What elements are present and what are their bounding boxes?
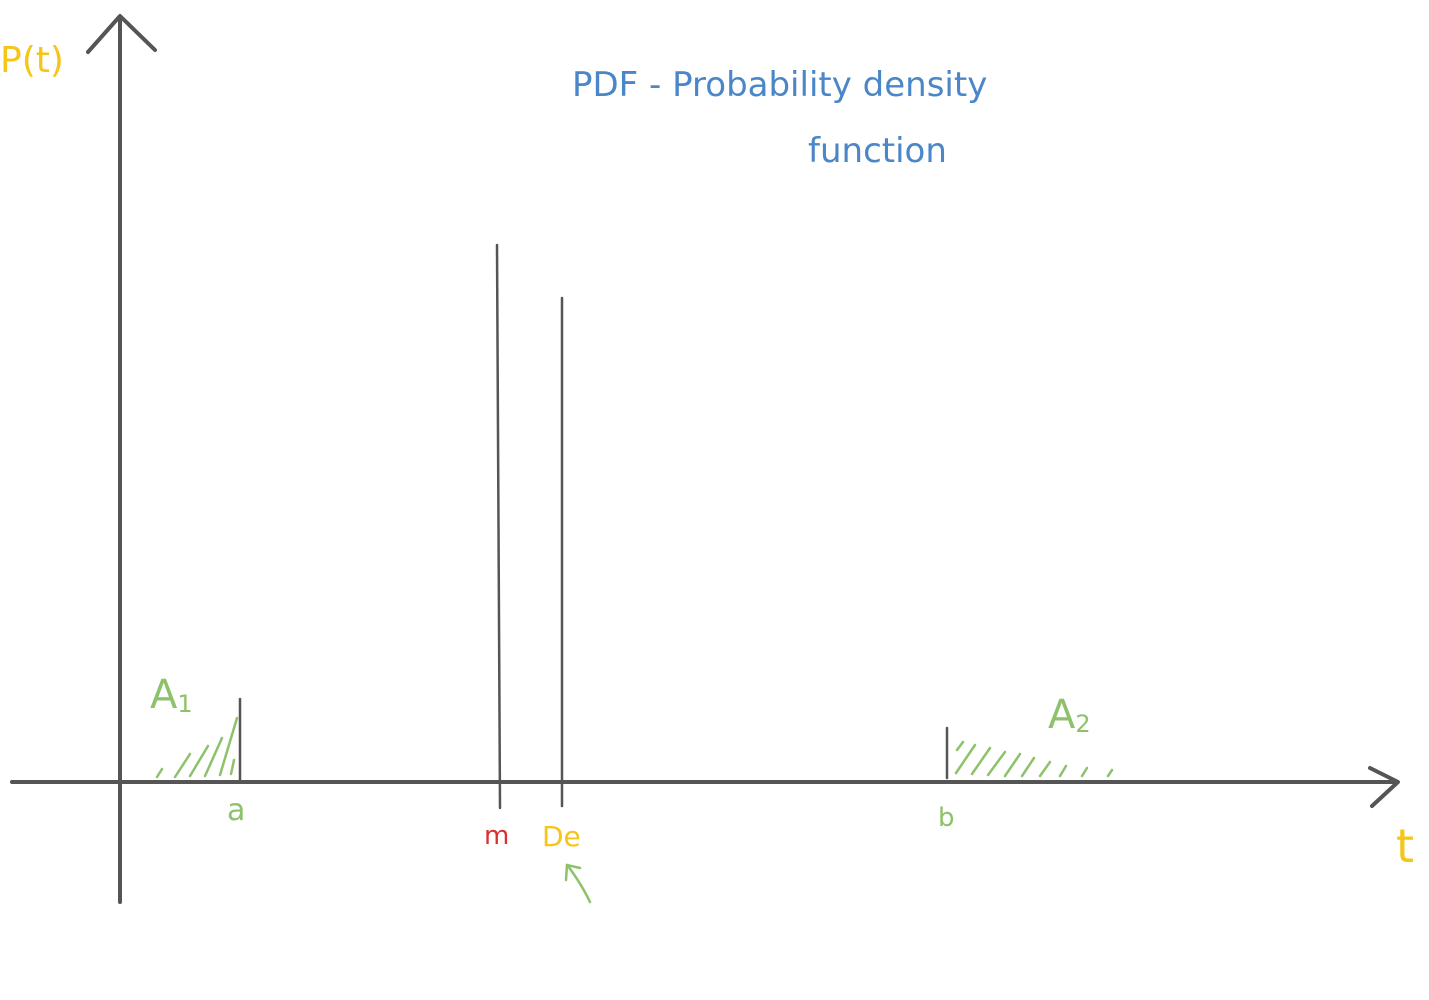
a-label: a: [227, 793, 245, 828]
title-line-1: PDF - Probability density: [572, 65, 987, 105]
b-label: b: [938, 803, 955, 833]
a1-hatch: [155, 716, 239, 779]
title-line-2: function: [808, 131, 947, 171]
a2-letter: A: [1048, 692, 1076, 738]
x-axis-arrowhead: [1368, 766, 1400, 808]
a2-subscript: 2: [1075, 710, 1090, 738]
a1-letter: A: [150, 672, 178, 718]
a1-label: A1: [150, 672, 193, 718]
axes: [10, 14, 1400, 904]
y-axis-arrowhead: [86, 14, 157, 54]
marker-lines: [238, 243, 949, 810]
de-pointer-arrow: [564, 863, 592, 904]
de-label: De: [542, 820, 581, 853]
a2-hatch: [954, 740, 1114, 778]
a2-label: A2: [1048, 692, 1091, 738]
m-marker-line: [495, 243, 502, 810]
m-label: m: [484, 821, 509, 851]
y-axis-label: P(t): [0, 40, 64, 81]
x-axis-label: t: [1396, 819, 1414, 873]
a1-subscript: 1: [177, 690, 192, 718]
